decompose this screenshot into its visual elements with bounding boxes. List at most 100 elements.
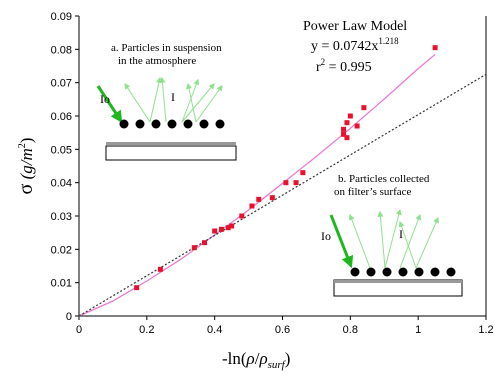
y-tick-label: 0.02 (51, 244, 72, 256)
data-point (432, 45, 438, 51)
particle (382, 267, 392, 277)
ylabel-sigma: σ (15, 183, 37, 194)
scatter-arrow (384, 208, 402, 269)
scatter-arrow (398, 220, 417, 269)
io-label-a: Io (100, 92, 110, 106)
x-tick-group: 0 0.2 0.4 0.6 0.8 1 1.2 (76, 316, 494, 336)
scatter-arrow (186, 82, 197, 123)
y-tick-label: 0.01 (51, 278, 72, 290)
r-squared: r2 = 0.995 (316, 57, 372, 75)
scatter-arrow (181, 83, 215, 123)
particle (215, 119, 225, 129)
particle (414, 267, 424, 277)
xlabel-prefix: -ln( (222, 349, 247, 368)
scatter-arrow (399, 213, 422, 269)
scatter-arrows-a (124, 76, 223, 123)
scatter-arrow (181, 78, 200, 123)
x-tick-label: 0 (76, 324, 82, 336)
scatter-arrow (149, 76, 162, 123)
model-equation: y = 0.0742x1.218 (311, 36, 399, 54)
scatter-arrow (124, 82, 151, 123)
x-tick-label: 1.2 (478, 324, 493, 336)
data-points (134, 45, 438, 291)
data-point (300, 170, 306, 176)
io-label-b: Io (321, 229, 331, 243)
ylabel-unit: (g/m (17, 148, 36, 183)
inset-illustration-b: b. Particles collected on filter’s surfa… (321, 173, 463, 297)
particle (167, 119, 177, 129)
data-point (134, 285, 140, 291)
x-axis-title: -ln(ρ/ρsurf) (222, 349, 290, 371)
particle (398, 267, 408, 277)
y-tick-label: 0 (66, 311, 72, 323)
label-a-line1: a. Particles in suspension (111, 42, 222, 54)
particle (135, 119, 145, 129)
particle (199, 119, 209, 129)
i-label-b: I (399, 227, 403, 241)
particle (119, 119, 129, 129)
xlabel-suffix: ) (285, 349, 291, 368)
label-b-line2: on filter’s surface (334, 186, 411, 198)
x-tick-label: 0.6 (275, 324, 290, 336)
data-point (191, 245, 197, 251)
data-point (347, 113, 353, 119)
data-point (201, 240, 207, 246)
filter-surface-b (334, 280, 462, 283)
label-b-line1: b. Particles collected (338, 173, 430, 185)
data-point (341, 131, 347, 137)
filter-base-a (105, 145, 237, 161)
xlabel-slash: / (255, 349, 260, 368)
particle (366, 267, 376, 277)
scatter-arrow (415, 216, 439, 269)
data-point (361, 105, 367, 111)
data-point (283, 180, 289, 186)
i-label-a: I (171, 90, 175, 104)
data-point (225, 225, 231, 231)
power-law-fit-line (78, 53, 436, 317)
y-axis-title: σ (g/m2) (15, 138, 37, 195)
data-point (212, 228, 218, 234)
y-tick-label: 0.07 (51, 78, 72, 90)
data-point (239, 213, 245, 219)
data-point (344, 120, 350, 126)
y-tick-label: 0.09 (51, 11, 72, 23)
data-point (256, 196, 262, 202)
inset-illustration-a: a. Particles in suspension in the atmosp… (96, 42, 237, 161)
y-tick-label: 0.08 (51, 44, 72, 56)
label-a-line2: in the atmosphere (118, 55, 196, 67)
x-tick-label: 0.2 (139, 324, 154, 336)
data-point (354, 123, 360, 129)
r2-sup: 2 (321, 57, 326, 67)
x-tick-label: 1 (415, 324, 421, 336)
xlabel-rho: ρ (246, 349, 255, 368)
scatter-arrow (159, 76, 167, 123)
series-lines (78, 53, 487, 317)
data-point (249, 203, 255, 209)
data-point (344, 135, 350, 141)
model-title: Power Law Model (303, 19, 407, 34)
particles-a (119, 119, 225, 129)
particle (446, 267, 456, 277)
x-tick-label: 0.8 (343, 324, 358, 336)
y-tick-label: 0.04 (51, 178, 72, 190)
ylabel-close: ) (17, 138, 36, 144)
y-tick-label: 0.03 (51, 211, 72, 223)
incident-arrow-a (96, 85, 123, 124)
data-point (218, 226, 224, 232)
equation-base: y = 0.0742x (311, 39, 378, 54)
scatter-arrows-b (348, 208, 439, 269)
equation-exponent: 1.218 (378, 36, 399, 46)
scatter-arrow (377, 210, 386, 269)
scatter-arrow (195, 85, 223, 123)
y-tick-group: 0 0.01 0.02 0.03 0.04 0.05 0.06 0.07 0.08 0.09 (51, 11, 79, 323)
data-point (229, 223, 235, 229)
scatter-arrow (348, 213, 371, 269)
r2-value: = 0.995 (325, 60, 371, 75)
particle (183, 119, 193, 129)
reference-dotted-line (78, 73, 487, 317)
data-point (157, 266, 163, 272)
xlabel-rho2: ρ (258, 349, 267, 368)
model-annotation: Power Law Model y = 0.0742x1.218 r2 = 0.… (303, 19, 407, 75)
particles-b (350, 267, 456, 277)
